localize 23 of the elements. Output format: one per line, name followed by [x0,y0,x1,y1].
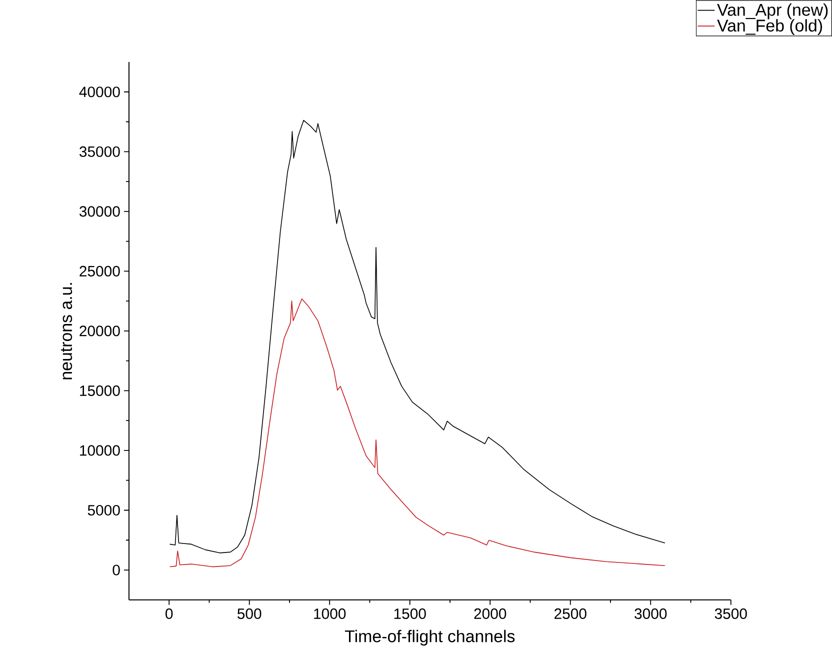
line-series [169,298,666,568]
legend-label: Van_Feb (old) [717,19,822,35]
y-tick-label: 35000 [79,146,120,157]
x-tick-label: 3500 [714,608,747,620]
y-tick-label: 15000 [80,385,120,396]
y-tick-label: 10000 [80,445,120,456]
x-axis-title: Time-of-flight channels [344,630,515,646]
x-tick-label: 500 [237,608,262,620]
legend-label: Van_Apr (new) [717,3,828,20]
y-tick-label: 5000 [88,504,120,516]
y-axis-title: neutrons a.u. [60,283,72,380]
x-tick-label: 1500 [394,608,426,620]
line-series [169,120,666,554]
x-tick-label: 2500 [554,608,586,620]
x-tick-label: 1000 [314,608,346,620]
x-tick-label: 0 [166,608,173,620]
y-tick-label: 40000 [79,86,120,98]
y-tick-label: 25000 [80,266,120,276]
x-tick-label: 2000 [474,608,506,620]
y-tick-label: 0 [112,564,120,576]
x-tick-label: 3000 [634,608,667,620]
y-tick-label: 30000 [79,206,120,217]
y-tick-label: 20000 [80,326,120,336]
